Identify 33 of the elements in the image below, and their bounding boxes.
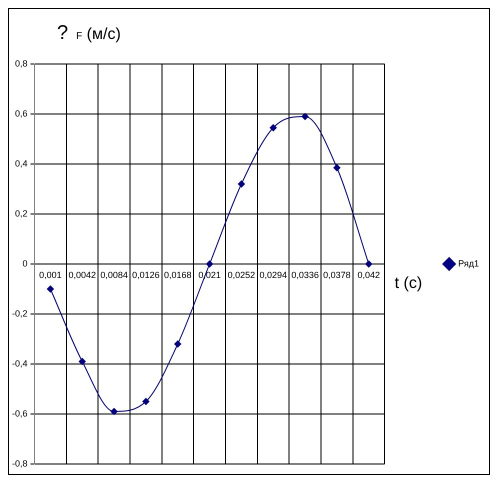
x-tick-label: 0,0336 <box>291 270 319 280</box>
x-axis-title: t (с) <box>394 275 422 292</box>
legend-label: Ряд1 <box>458 258 480 268</box>
point <box>365 260 372 268</box>
y-tick-label: -0,8 <box>12 458 28 468</box>
point <box>78 358 86 365</box>
point <box>110 408 118 415</box>
y-tick-label: 0,6 <box>14 108 28 118</box>
x-tick-label: 0,0126 <box>132 270 160 280</box>
y-axis-title: ? F (м/с) <box>57 22 121 44</box>
y-tick-label: 0,2 <box>14 208 28 218</box>
x-tick-label: 0,001 <box>39 270 62 280</box>
x-tick-label: 0,0252 <box>228 270 256 280</box>
y-tick-label: 0 <box>22 258 28 268</box>
y-tick-label: -0,4 <box>12 358 28 368</box>
point <box>142 398 150 405</box>
point <box>238 180 245 188</box>
point <box>174 340 182 348</box>
x-tick-label: 0,042 <box>357 270 380 280</box>
point <box>270 124 277 132</box>
y-tick-label: -0,6 <box>12 408 28 418</box>
x-tick-label: 0,0294 <box>259 270 288 280</box>
point <box>333 164 340 172</box>
point <box>206 260 214 268</box>
y-tick-label: 0,4 <box>14 158 28 168</box>
x-tick-label: 0,0378 <box>323 270 351 280</box>
y-tick-label: 0,8 <box>14 58 28 68</box>
point <box>302 113 309 120</box>
x-tick-label: 0,0168 <box>164 270 192 280</box>
x-tick-label: 0,0084 <box>100 270 128 280</box>
point <box>46 286 54 292</box>
x-tick-label: 0,0042 <box>68 270 96 280</box>
y-tick-label: -0,2 <box>12 308 28 318</box>
